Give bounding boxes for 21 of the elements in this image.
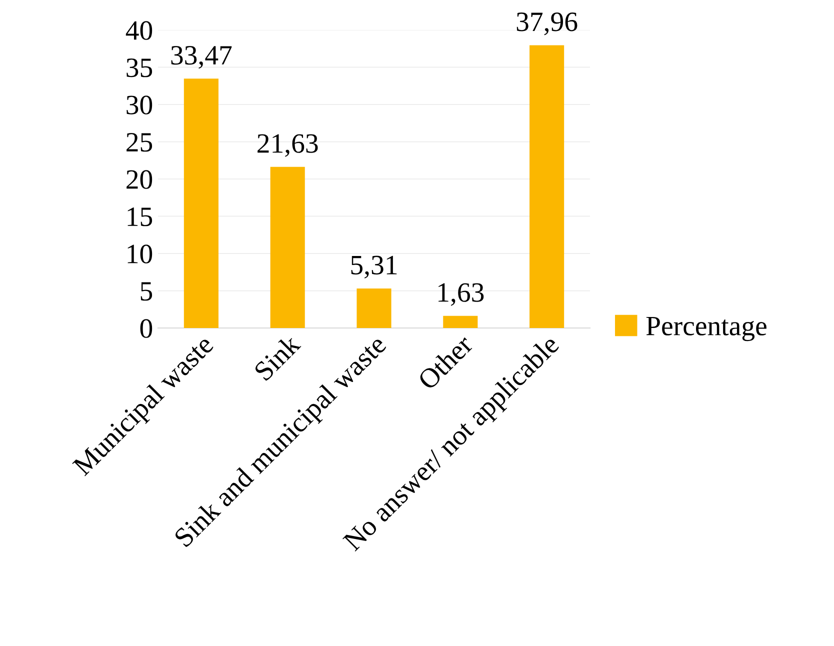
y-tick-label: 35 (126, 58, 152, 78)
bar (184, 78, 218, 328)
bar (443, 316, 478, 328)
legend-label: Percentage (646, 316, 766, 342)
y-tick-label: 40 (126, 21, 152, 40)
data-label: 5,31 (351, 256, 397, 278)
data-label: 21,63 (258, 134, 318, 157)
y-tick-label: 25 (126, 132, 152, 152)
x-tick-label: Sink (252, 332, 302, 382)
y-tick-label: 5 (140, 282, 152, 301)
bar (356, 288, 392, 328)
y-tick-label: 20 (126, 170, 152, 189)
bar (530, 45, 564, 328)
data-label: 37,96 (516, 12, 578, 36)
data-label: 33,47 (171, 46, 232, 69)
y-tick-label: 30 (126, 96, 152, 114)
y-tick-label: 10 (128, 244, 152, 264)
y-tick-label: 0 (140, 319, 152, 338)
y-tick-label: 15 (128, 208, 152, 226)
bar (270, 166, 305, 328)
data-label: 1,63 (438, 283, 484, 306)
